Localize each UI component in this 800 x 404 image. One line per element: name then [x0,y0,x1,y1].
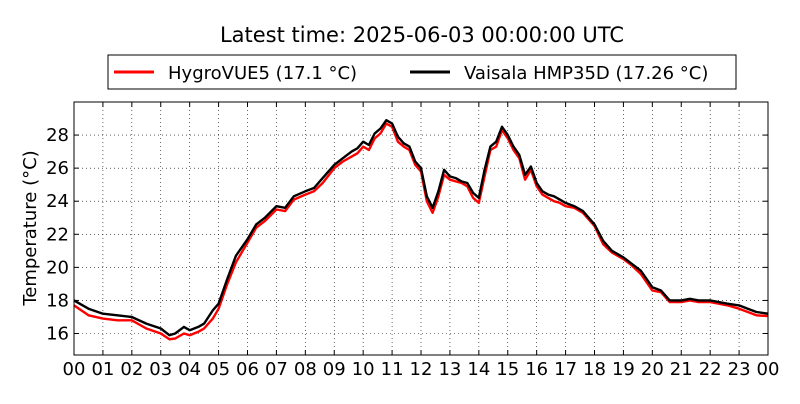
x-tick-label: 13 [438,359,461,380]
x-tick-label: 07 [265,359,288,380]
y-tick-label: 18 [46,290,69,311]
x-tick-label: 04 [178,359,201,380]
x-tick-label: 03 [149,359,172,380]
grid [74,102,768,355]
tick-labels: 00 01 02 03 04 05 06 07 08 09 10 11 12 13 14 15 16 17 18 19… [46,125,779,380]
x-tick-label: 02 [120,359,143,380]
plot-frame [73,101,769,356]
x-tick-label: 12 [410,359,433,380]
x-tick-label: 10 [352,359,375,380]
x-tick-label: 20 [641,359,664,380]
series-lines [73,118,769,341]
legend: HygroVUE5 (17.1 °C) Vaisala HMP35D (17.2… [107,54,737,90]
x-tick-label: 21 [670,359,693,380]
y-tick-label: 28 [46,125,69,146]
y-tick-label: 22 [46,224,69,245]
x-tick-label: 08 [294,359,317,380]
series-line-vaisala [73,118,769,337]
chart-title: Latest time: 2025-06-03 00:00:00 UTC [220,23,624,47]
y-tick-label: 20 [46,257,69,278]
x-tick-label: 22 [699,359,722,380]
series-line-hygrovue5 [73,122,769,341]
y-axis-label: Temperature (°C) [20,150,41,306]
x-tick-label: 18 [583,359,606,380]
x-tick-label: 06 [236,359,259,380]
x-tick-label: 11 [381,359,404,380]
x-tick-label: 00 [63,359,86,380]
x-tick-label: 09 [323,359,346,380]
x-tick-label: 15 [496,359,519,380]
x-tick-label: 16 [525,359,548,380]
axis-ticks [73,102,769,355]
x-tick-label: 00 [757,359,780,380]
x-tick-label: 17 [554,359,577,380]
x-tick-label: 05 [207,359,230,380]
x-tick-label: 23 [728,359,751,380]
y-tick-label: 26 [46,158,69,179]
x-tick-label: 19 [612,359,635,380]
x-tick-label: 14 [467,359,490,380]
legend-label-hygrovue5: HygroVUE5 (17.1 °C) [168,63,357,84]
y-tick-label: 16 [46,324,69,345]
legend-label-vaisala: Vaisala HMP35D (17.26 °C) [464,63,708,84]
x-tick-label: 01 [91,359,114,380]
y-tick-label: 24 [46,191,69,212]
